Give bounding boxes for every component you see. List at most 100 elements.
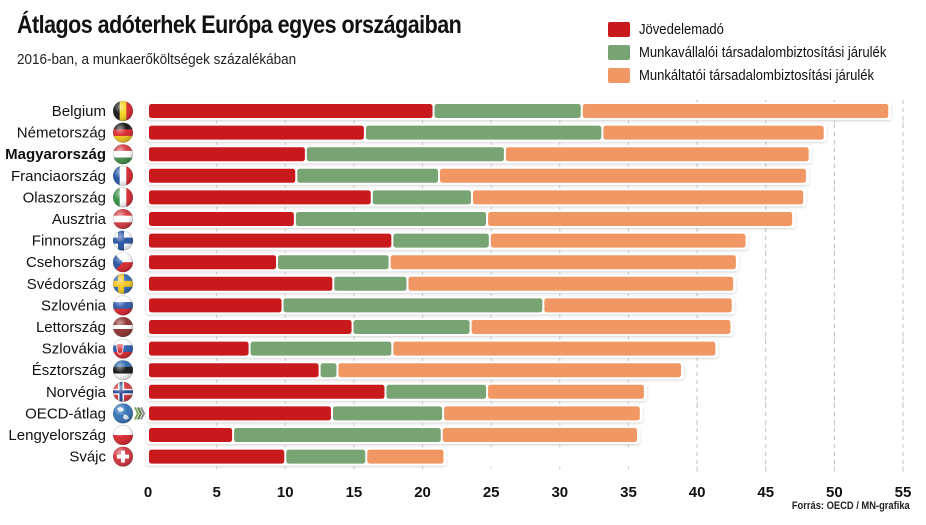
x-tick-label: 25 (483, 484, 500, 501)
bar-segment-employee-ssc (434, 104, 581, 118)
estonia-flag-icon (113, 360, 134, 381)
bar-segment-employee-ssc (332, 406, 443, 421)
x-tick-label: 50 (826, 484, 843, 501)
bar-segment-employer-ssc (440, 168, 806, 183)
country-label: Magyarország (5, 146, 106, 163)
country-label: Szlovákia (42, 341, 107, 358)
country-label: Svájc (69, 449, 106, 466)
bar-segment-employer-ssc (390, 255, 736, 270)
bar-segment-income-tax (149, 233, 392, 248)
sweden-flag-icon (113, 273, 134, 294)
country-label: Ausztria (52, 211, 107, 228)
switzerland-flag-icon (113, 446, 134, 467)
czechia-flag-icon (113, 252, 134, 273)
bar-segment-employer-ssc (488, 384, 644, 399)
x-tick-label: 15 (346, 484, 363, 501)
x-tick-label: 10 (277, 484, 294, 501)
bar-segment-employer-ssc (582, 104, 889, 118)
legend-item-employer-ssc: Munkáltatói társadalombiztosítási járulé… (608, 64, 914, 87)
belgium-flag-icon (113, 101, 134, 122)
bar-segment-income-tax (149, 168, 296, 183)
legend-label-employer-ssc: Munkáltatói társadalombiztosítási járulé… (639, 67, 875, 84)
bar-segment-income-tax (149, 341, 249, 356)
chart-title: Átlagos adóterhek Európa egyes országaib… (17, 11, 462, 39)
bar-segment-employee-ssc (334, 276, 407, 291)
legend-swatch-employee-ssc (608, 45, 630, 60)
bar-segment-employer-ssc (490, 233, 746, 248)
x-tick-label: 30 (551, 484, 568, 501)
bar-segment-income-tax (149, 190, 371, 205)
poland-flag-icon (113, 424, 134, 445)
bar-segment-income-tax (149, 212, 294, 226)
legend-item-employee-ssc: Munkavállalói társadalombiztosítási járu… (608, 41, 914, 64)
bar-segment-income-tax (149, 276, 333, 291)
slovakia-flag-icon (113, 338, 134, 359)
bar-segment-employee-ssc (353, 320, 470, 334)
norway-flag-icon (113, 381, 134, 402)
x-tick-label: 45 (757, 484, 774, 501)
bar-segment-income-tax (149, 363, 319, 378)
x-tick-label: 40 (689, 484, 706, 501)
flags-layer (113, 101, 146, 467)
italy-flag-icon (113, 187, 134, 208)
bar-segment-employer-ssc (338, 363, 681, 378)
bar-segment-employer-ssc (408, 276, 734, 291)
germany-flag-icon (113, 122, 134, 143)
x-tick-label: 35 (620, 484, 637, 501)
country-label: Franciaország (11, 168, 106, 185)
oecd-globe-icon (113, 403, 146, 424)
x-tick-label: 20 (414, 484, 431, 501)
bar-segment-employee-ssc (250, 341, 392, 356)
hungary-flag-icon (113, 144, 134, 165)
source-note: Forrás: OECD / MN-grafika (792, 500, 910, 512)
country-label: OECD-átlag (25, 405, 106, 422)
x-axis: 0 5 10 15 20 25 30 35 40 45 50 55 (144, 484, 912, 501)
bar-segment-employer-ssc (444, 406, 640, 421)
bar-segment-employee-ssc (297, 168, 439, 183)
bar-segment-income-tax (149, 406, 331, 421)
legend-swatch-employer-ssc (608, 68, 630, 83)
bar-segment-income-tax (149, 298, 282, 313)
bar-segment-employee-ssc (372, 190, 471, 205)
legend: Jövedelemadó Munkavállalói társadalombiz… (608, 18, 914, 87)
bar-segment-employee-ssc (320, 363, 337, 378)
country-label: Belgium (52, 103, 106, 120)
bar-segment-income-tax (149, 255, 277, 270)
country-label: Lettország (36, 319, 106, 336)
labels-layer: Belgium Németország Magyarország Franciaors… (5, 103, 107, 466)
bar-segment-employer-ssc (544, 298, 732, 313)
country-label: Észtország (32, 362, 106, 379)
legend-label-employee-ssc: Munkavállalói társadalombiztosítási járu… (639, 44, 887, 61)
bar-segment-income-tax (149, 104, 433, 118)
legend-swatch-income-tax (608, 22, 630, 37)
legend-label-income-tax: Jövedelemadó (639, 21, 724, 38)
bar-segment-employer-ssc (603, 125, 824, 140)
bar-segment-employee-ssc (386, 384, 487, 399)
bar-segment-employee-ssc (306, 147, 504, 162)
country-label: Szlovénia (41, 297, 107, 314)
slovenia-flag-icon (113, 295, 134, 316)
bar-segment-employee-ssc (278, 255, 389, 270)
country-label: Csehország (26, 254, 106, 271)
bar-segment-employee-ssc (286, 449, 366, 464)
legend-item-income-tax: Jövedelemadó (608, 18, 914, 41)
country-label: Olaszország (23, 189, 106, 206)
bar-segment-employer-ssc (367, 449, 444, 464)
bar-segment-employee-ssc (393, 233, 489, 248)
country-label: Svédország (27, 276, 106, 293)
bar-segment-employee-ssc (365, 125, 602, 140)
bar-segment-employer-ssc (488, 212, 793, 226)
bar-segment-income-tax (149, 147, 305, 162)
bar-segment-income-tax (149, 449, 285, 464)
country-label: Lengyelország (8, 427, 106, 444)
bar-segment-employee-ssc (234, 428, 441, 442)
country-label: Norvégia (46, 384, 107, 401)
country-label: Németország (17, 125, 106, 142)
bar-segment-income-tax (149, 428, 233, 442)
bar-segment-employer-ssc (393, 341, 716, 356)
x-tick-label: 55 (895, 484, 912, 501)
latvia-flag-icon (113, 316, 134, 337)
austria-flag-icon (113, 209, 134, 230)
x-tick-label: 5 (212, 484, 220, 501)
